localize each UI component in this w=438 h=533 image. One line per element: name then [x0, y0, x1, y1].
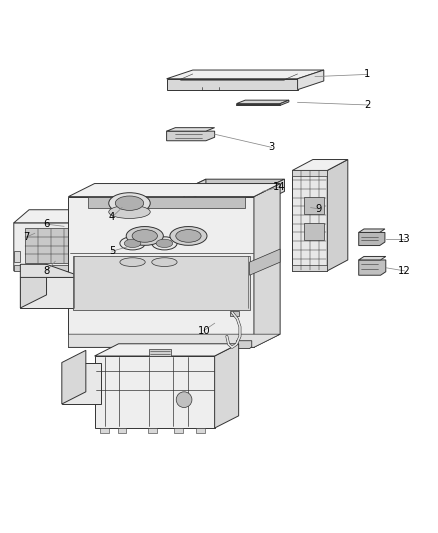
- Polygon shape: [327, 159, 348, 271]
- Polygon shape: [14, 210, 97, 223]
- Polygon shape: [359, 232, 385, 246]
- Ellipse shape: [152, 237, 177, 250]
- Polygon shape: [118, 428, 127, 433]
- Text: 1: 1: [364, 69, 371, 79]
- Polygon shape: [109, 203, 150, 212]
- Polygon shape: [148, 428, 157, 433]
- Polygon shape: [88, 197, 245, 207]
- Polygon shape: [292, 171, 327, 176]
- Polygon shape: [297, 70, 324, 90]
- Polygon shape: [20, 264, 84, 277]
- Polygon shape: [14, 265, 81, 271]
- Ellipse shape: [109, 193, 150, 214]
- Polygon shape: [120, 244, 145, 262]
- Polygon shape: [230, 311, 239, 316]
- Polygon shape: [68, 334, 280, 348]
- Polygon shape: [81, 210, 97, 271]
- Ellipse shape: [126, 227, 163, 245]
- Polygon shape: [196, 428, 205, 433]
- Polygon shape: [95, 356, 215, 428]
- Text: 5: 5: [109, 246, 115, 256]
- Ellipse shape: [124, 239, 141, 247]
- Text: 14: 14: [273, 182, 286, 192]
- Polygon shape: [254, 183, 280, 348]
- Polygon shape: [304, 223, 324, 240]
- Ellipse shape: [115, 196, 144, 211]
- Polygon shape: [184, 179, 206, 202]
- Polygon shape: [292, 159, 348, 171]
- Polygon shape: [100, 428, 109, 433]
- Polygon shape: [166, 128, 215, 131]
- Polygon shape: [62, 362, 101, 404]
- Polygon shape: [280, 100, 289, 106]
- Polygon shape: [25, 228, 77, 263]
- Ellipse shape: [176, 230, 201, 243]
- Polygon shape: [359, 256, 386, 260]
- Text: 3: 3: [268, 142, 275, 152]
- Polygon shape: [14, 251, 20, 262]
- Ellipse shape: [120, 237, 145, 250]
- Polygon shape: [263, 179, 285, 202]
- Text: 6: 6: [43, 219, 50, 229]
- Text: 8: 8: [43, 266, 49, 276]
- Polygon shape: [237, 341, 252, 349]
- Polygon shape: [166, 70, 324, 79]
- Polygon shape: [149, 349, 171, 356]
- Polygon shape: [14, 223, 97, 271]
- Polygon shape: [95, 344, 239, 356]
- Ellipse shape: [109, 205, 150, 219]
- Polygon shape: [166, 79, 297, 90]
- Ellipse shape: [156, 239, 173, 247]
- Ellipse shape: [170, 227, 207, 245]
- Text: 12: 12: [398, 266, 411, 276]
- Circle shape: [176, 392, 192, 408]
- Polygon shape: [237, 103, 280, 106]
- Polygon shape: [359, 260, 386, 275]
- Ellipse shape: [152, 258, 177, 266]
- Polygon shape: [292, 171, 327, 271]
- Polygon shape: [184, 179, 285, 190]
- Polygon shape: [152, 244, 177, 262]
- Ellipse shape: [120, 258, 145, 266]
- Ellipse shape: [132, 230, 157, 243]
- Polygon shape: [68, 183, 280, 197]
- Polygon shape: [250, 249, 280, 275]
- Text: 9: 9: [315, 204, 322, 214]
- Polygon shape: [68, 197, 254, 348]
- Polygon shape: [73, 256, 250, 310]
- Polygon shape: [304, 197, 324, 214]
- Polygon shape: [20, 277, 84, 308]
- Polygon shape: [184, 190, 263, 202]
- Text: 10: 10: [198, 326, 210, 336]
- Text: 4: 4: [109, 212, 115, 222]
- Polygon shape: [359, 229, 385, 232]
- Text: 2: 2: [364, 100, 371, 110]
- Polygon shape: [20, 264, 46, 308]
- Polygon shape: [292, 265, 327, 271]
- Polygon shape: [237, 100, 289, 103]
- Polygon shape: [166, 131, 215, 141]
- Text: 13: 13: [398, 235, 411, 245]
- Polygon shape: [62, 350, 86, 404]
- Text: 7: 7: [23, 232, 29, 242]
- Polygon shape: [174, 428, 183, 433]
- Polygon shape: [215, 344, 239, 428]
